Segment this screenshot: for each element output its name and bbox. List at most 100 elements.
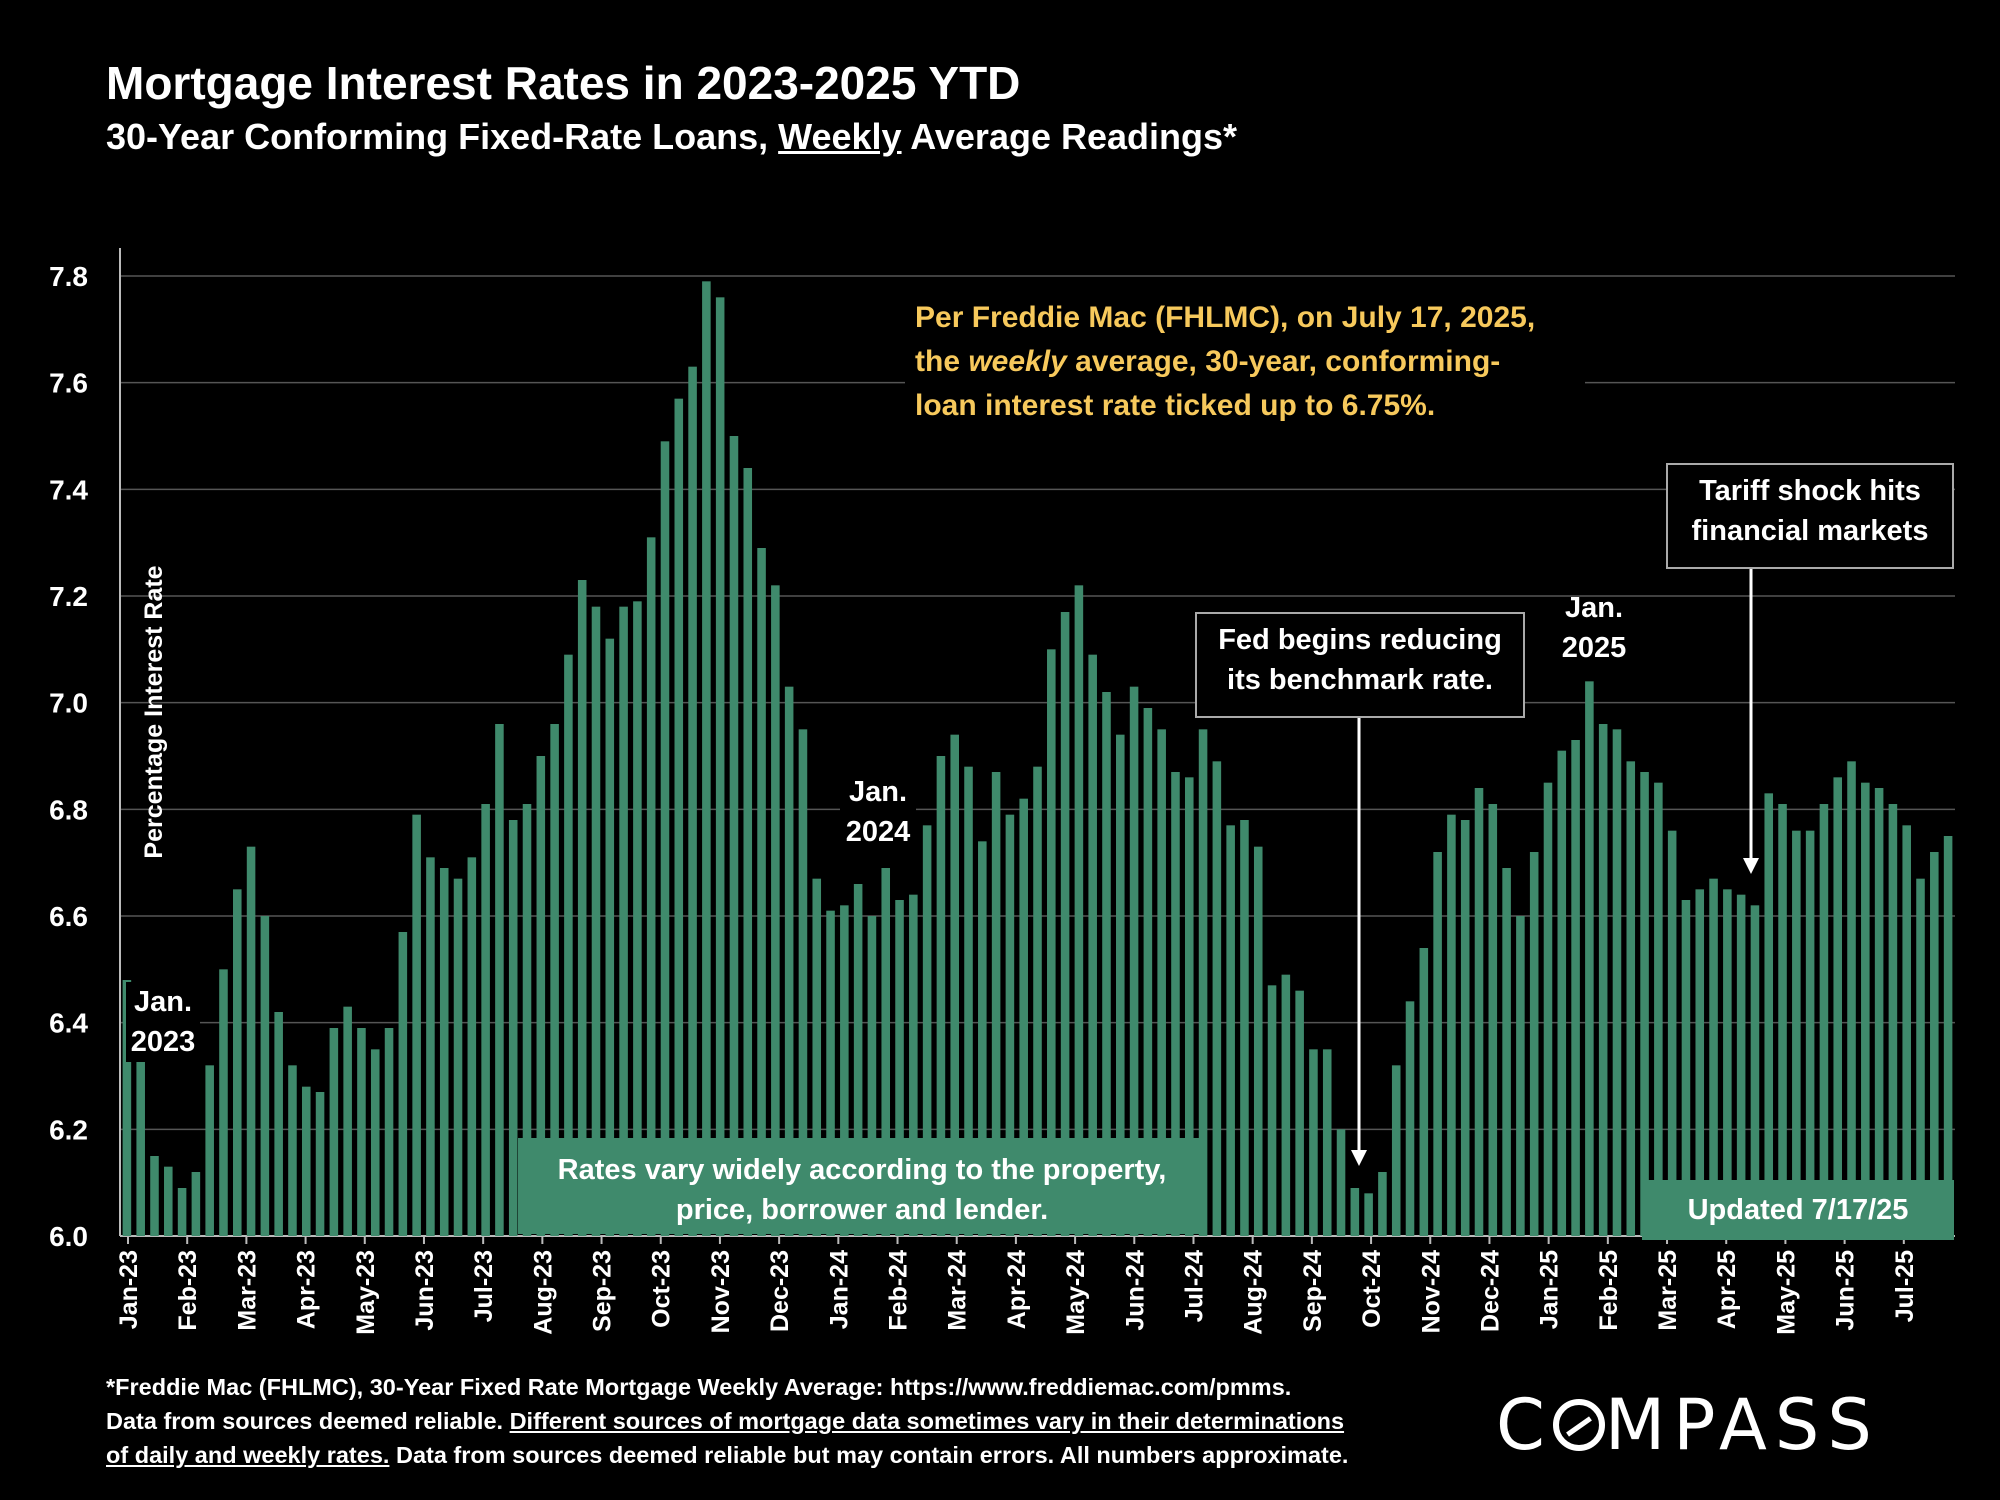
x-tick-label: Dec-24 bbox=[1476, 1250, 1504, 1332]
bar bbox=[1667, 830, 1677, 1236]
note-line: the weekly average, 30-year, conforming- bbox=[915, 340, 1575, 384]
callout-line: its benchmark rate. bbox=[1227, 664, 1493, 696]
bar bbox=[1626, 761, 1636, 1236]
bar bbox=[246, 846, 256, 1236]
bar bbox=[619, 606, 628, 1236]
footer-line: *Freddie Mac (FHLMC), 30-Year Fixed Rate… bbox=[106, 1374, 1292, 1400]
x-tick-label: Jul-23 bbox=[470, 1250, 498, 1322]
bar bbox=[1805, 830, 1815, 1236]
bar bbox=[1695, 889, 1705, 1236]
box-line: Rates vary widely according to the prope… bbox=[557, 1154, 1167, 1186]
x-tick-label: Nov-24 bbox=[1417, 1250, 1445, 1333]
note-emphasis: weekly bbox=[968, 345, 1067, 378]
bar bbox=[1874, 788, 1884, 1236]
ann-line: Jan. bbox=[1564, 592, 1624, 624]
bar bbox=[1336, 1129, 1346, 1236]
tariff-arrow-head bbox=[1743, 858, 1759, 874]
bar bbox=[274, 1012, 283, 1236]
x-tick-label: May-24 bbox=[1062, 1250, 1090, 1335]
bar bbox=[384, 1028, 394, 1236]
bar bbox=[605, 638, 615, 1236]
rates-vary-box: Rates vary widely according to the prope… bbox=[518, 1138, 1206, 1234]
x-tick-label: Aug-24 bbox=[1240, 1250, 1268, 1335]
footer-underlined: of daily and weekly rates. bbox=[106, 1442, 390, 1468]
x-tick-label: Oct-23 bbox=[648, 1250, 676, 1328]
x-tick-label: Jun-24 bbox=[1121, 1250, 1149, 1331]
bar bbox=[1529, 852, 1539, 1236]
bar bbox=[1212, 761, 1222, 1236]
ann-line: Jan. bbox=[848, 776, 908, 808]
bar bbox=[1861, 782, 1870, 1236]
y-tick-label: 6.6 bbox=[49, 901, 88, 932]
fed-arrow-head bbox=[1351, 1150, 1367, 1166]
bar bbox=[439, 868, 449, 1236]
bar bbox=[467, 857, 477, 1236]
bar bbox=[453, 878, 463, 1236]
bar bbox=[288, 1065, 297, 1236]
jan-2024-label: Jan. 2024 bbox=[840, 772, 916, 852]
bar bbox=[771, 585, 780, 1236]
subtitle-underlined: Weekly bbox=[778, 116, 902, 157]
y-tick-label: 7.8 bbox=[49, 261, 88, 292]
bar bbox=[1378, 1172, 1387, 1236]
bar bbox=[936, 756, 946, 1236]
x-tick-label: Sep-23 bbox=[589, 1250, 617, 1332]
bar bbox=[702, 281, 711, 1236]
chart-subtitle: 30-Year Conforming Fixed-Rate Loans, Wee… bbox=[106, 116, 1237, 158]
bar bbox=[164, 1166, 173, 1236]
bar bbox=[688, 366, 697, 1237]
bar bbox=[660, 441, 670, 1236]
bar bbox=[1019, 798, 1028, 1236]
bar bbox=[1764, 793, 1774, 1236]
bar bbox=[1943, 836, 1953, 1236]
bar bbox=[1240, 820, 1249, 1236]
bar bbox=[633, 601, 642, 1236]
note-line: loan interest rate ticked up to 6.75%. bbox=[915, 389, 1436, 422]
bar bbox=[1709, 878, 1718, 1236]
bar bbox=[1171, 772, 1180, 1236]
box-line: price, borrower and lender. bbox=[675, 1194, 1049, 1226]
tariff-callout: Tariff shock hits financial markets bbox=[1666, 463, 1954, 569]
bar bbox=[840, 905, 849, 1236]
bar bbox=[1005, 814, 1015, 1236]
bar bbox=[508, 820, 518, 1236]
bar bbox=[191, 1172, 201, 1236]
bar bbox=[177, 1188, 187, 1236]
jan-2023-label: Jan. 2023 bbox=[126, 982, 200, 1062]
bar bbox=[853, 884, 863, 1236]
bar bbox=[674, 398, 684, 1237]
x-tick-label: Sep-24 bbox=[1299, 1250, 1327, 1332]
bar bbox=[1088, 654, 1097, 1236]
bar bbox=[1930, 852, 1939, 1236]
bar bbox=[1543, 782, 1553, 1236]
x-tick-label: Oct-24 bbox=[1358, 1250, 1386, 1328]
bar bbox=[205, 1065, 214, 1236]
ann-line: 2025 bbox=[1561, 632, 1627, 664]
bar bbox=[1571, 740, 1580, 1236]
y-tick-label: 6.4 bbox=[49, 1008, 88, 1039]
bar bbox=[1640, 772, 1649, 1236]
bar bbox=[1295, 990, 1304, 1236]
y-tick-label: 7.2 bbox=[49, 581, 88, 612]
x-tick-label: Aug-23 bbox=[529, 1250, 557, 1335]
bar bbox=[1736, 894, 1746, 1236]
bar bbox=[1654, 782, 1663, 1236]
jan-2025-label: Jan. 2025 bbox=[1554, 588, 1634, 668]
bar bbox=[1847, 761, 1856, 1236]
bar bbox=[646, 537, 656, 1236]
subtitle-part: 30-Year Conforming Fixed-Rate Loans, bbox=[106, 116, 779, 157]
x-tick-label: Mar-23 bbox=[233, 1250, 261, 1331]
bar bbox=[1598, 724, 1608, 1236]
bar bbox=[1902, 825, 1911, 1236]
x-tick-label: Feb-25 bbox=[1595, 1250, 1623, 1331]
ann-line: Jan. bbox=[133, 986, 193, 1018]
x-tick-label: Nov-23 bbox=[707, 1250, 735, 1333]
footer-line: of daily and weekly rates. Data from sou… bbox=[106, 1438, 1466, 1472]
updated-box: Updated 7/17/25 bbox=[1642, 1180, 1954, 1240]
logo-text: C bbox=[1496, 1384, 1553, 1466]
bar bbox=[1157, 729, 1166, 1236]
bar bbox=[1888, 804, 1898, 1236]
y-tick-label: 7.0 bbox=[49, 688, 88, 719]
bar bbox=[1129, 686, 1139, 1236]
bar bbox=[564, 654, 573, 1236]
